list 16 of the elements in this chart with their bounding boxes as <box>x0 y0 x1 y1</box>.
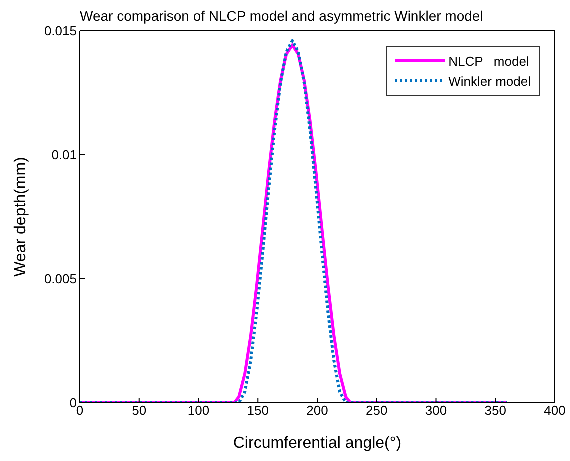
y-axis-title: Wear depth(mm) <box>12 157 30 277</box>
x-tick-label: 400 <box>544 403 566 418</box>
y-tick-label: 0.005 <box>44 272 77 287</box>
x-tick-label: 300 <box>425 403 448 418</box>
y-tick-label: 0.015 <box>44 24 77 39</box>
x-axis-title: Circumferential angle(°) <box>233 435 402 452</box>
y-tick-label: 0.01 <box>52 148 77 163</box>
chart-title: Wear comparison of NLCP model and asymmetric Winkler model <box>80 8 484 24</box>
legend-label: NLCP model <box>448 54 530 68</box>
x-tick-label: 150 <box>247 403 269 418</box>
legend-label: Winkler model <box>448 74 531 88</box>
x-tick-label: 250 <box>366 403 388 418</box>
x-tick-label: 50 <box>132 403 147 418</box>
x-tick-label: 350 <box>484 403 506 418</box>
x-tick-label: 200 <box>306 403 328 418</box>
x-tick-label: 100 <box>188 403 210 418</box>
